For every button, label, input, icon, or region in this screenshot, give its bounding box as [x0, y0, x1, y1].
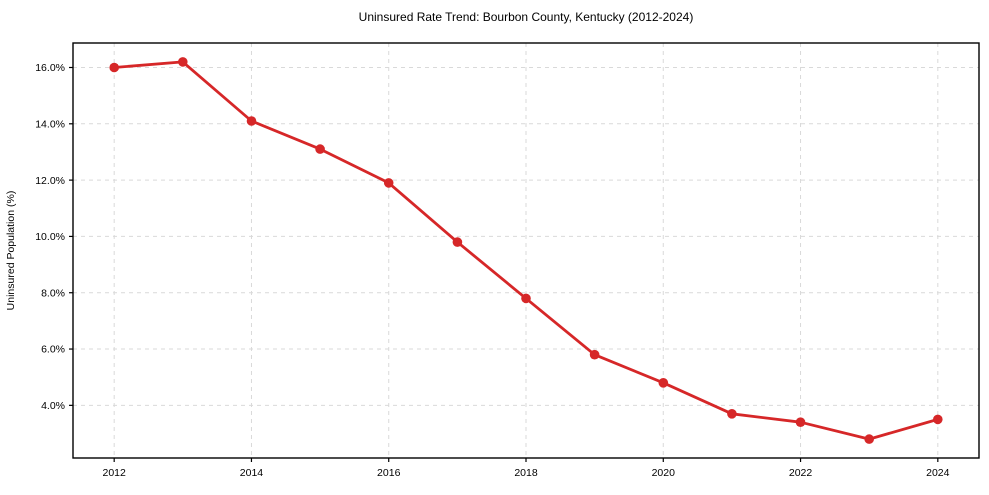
data-point-marker [315, 144, 325, 154]
y-tick-label: 12.0% [35, 175, 65, 187]
y-tick-label: 14.0% [35, 119, 65, 131]
y-tick-label: 6.0% [41, 344, 65, 356]
y-tick-label: 16.0% [35, 62, 65, 74]
x-tick-label: 2012 [103, 467, 127, 479]
data-point-marker [795, 417, 806, 428]
x-tick-label: 2016 [377, 467, 401, 479]
data-point-marker [727, 409, 737, 419]
data-point-marker [864, 434, 874, 444]
data-point-marker [658, 378, 669, 388]
x-tick-label: 2020 [652, 467, 676, 479]
x-tick-label: 2018 [514, 467, 538, 479]
data-point-marker [589, 349, 600, 360]
data-point-marker [933, 414, 943, 425]
x-tick-label: 2014 [240, 467, 264, 479]
gridlines [73, 43, 979, 458]
data-point-marker [109, 62, 119, 73]
data-point-marker [246, 116, 257, 126]
y-tick-label: 10.0% [35, 231, 65, 243]
chart-title: Uninsured Rate Trend: Bourbon County, Ke… [359, 10, 694, 24]
axis-ticks [69, 66, 939, 462]
data-point-marker [178, 57, 188, 67]
x-tick-label: 2022 [789, 467, 813, 479]
data-point-marker [521, 293, 531, 304]
y-axis-label: Uninsured Population (%) [5, 191, 17, 311]
y-tick-label: 4.0% [41, 400, 65, 412]
axis-tick-labels: 2012 2014 2016 2018 2020 2022 2024 4.0% 6.0% 8.0%… [35, 62, 949, 479]
plot-border [72, 42, 980, 459]
data-series [109, 57, 943, 444]
data-point-marker [452, 237, 463, 247]
y-tick-label: 8.0% [41, 287, 65, 299]
x-tick-label: 2024 [926, 467, 950, 479]
data-point-marker [383, 178, 394, 188]
